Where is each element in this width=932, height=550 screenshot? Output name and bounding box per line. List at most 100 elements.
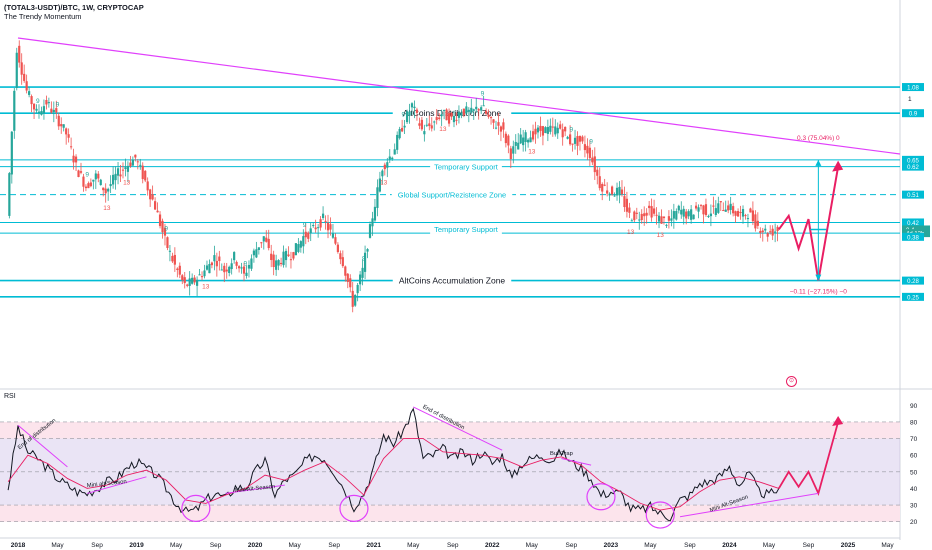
candle-body (388, 156, 391, 160)
candle-body (413, 106, 416, 109)
candle-body (139, 164, 142, 166)
candle-body (349, 278, 352, 288)
candle-body (618, 186, 621, 196)
candle-body (171, 255, 174, 262)
candle-body (724, 209, 727, 212)
price-axis-tag (902, 292, 924, 301)
sequence-count-label: 13 (657, 232, 665, 239)
candle-body (482, 105, 485, 107)
rsi-annotation: Mini alt-Season (87, 479, 127, 489)
candle-body (326, 222, 330, 231)
candle-body (541, 126, 545, 136)
time-axis-label: Sep (566, 542, 578, 549)
candle-body (771, 228, 774, 236)
rsi-low-circle (586, 483, 616, 511)
candle-body (531, 131, 535, 140)
time-axis-label: Sep (684, 542, 696, 549)
candle-body (455, 119, 458, 121)
measure-annotation: −0.11 (−27.15%) −0 (790, 289, 848, 296)
candle-body (163, 227, 167, 236)
candle-body (107, 188, 110, 192)
candle-body (420, 119, 423, 130)
chart-title: (TOTAL3-USDT)/BTC, 1W, CRYPTOCAP (4, 3, 144, 12)
price-axis-label: 0.25 (907, 295, 919, 301)
candle-body (665, 224, 668, 226)
candle-body (373, 206, 377, 221)
candle-body (613, 195, 616, 197)
candle-body (257, 247, 260, 250)
candle-body (200, 276, 204, 278)
candle-body (536, 127, 540, 133)
candle-body (363, 252, 367, 272)
candle-body (393, 149, 396, 155)
candle-body (447, 113, 451, 124)
candle-body (680, 209, 683, 215)
candle-body (549, 125, 552, 132)
candle-body (114, 173, 117, 181)
candle-body (321, 213, 325, 218)
time-axis-label: Sep (91, 542, 103, 549)
candle-body (712, 205, 715, 207)
zone-label-bg (392, 274, 512, 286)
candle-body (687, 211, 690, 217)
candle-body (475, 106, 478, 110)
rsi-projection-arrowhead (832, 415, 844, 426)
rsi-low-circle (645, 501, 675, 529)
candle-body (35, 108, 38, 111)
candle-body (183, 277, 186, 284)
candle-body (702, 205, 705, 215)
price-axis-label: 0.42 (907, 221, 919, 227)
candle-body (776, 226, 779, 232)
candle-body (699, 205, 703, 207)
zone-label-bg (392, 107, 512, 119)
candle-body (489, 117, 493, 119)
candle-body (279, 262, 283, 265)
candle-body (391, 157, 394, 160)
candle-body (341, 257, 344, 267)
candle-body (230, 263, 233, 270)
candle-body (512, 146, 515, 154)
candle-body (97, 173, 100, 179)
candle-body (245, 272, 248, 276)
candle-body (598, 176, 601, 189)
candle-body (87, 183, 90, 189)
candle-body (176, 268, 179, 270)
candle-body (472, 109, 475, 111)
price-axis-tag (902, 276, 924, 285)
sequence-count-label: 9 (85, 171, 89, 178)
candle-body (507, 135, 510, 146)
candle-body (529, 137, 532, 143)
rsi-annotation: Mini Alt-Season (235, 484, 276, 494)
candle-body (324, 220, 327, 222)
candle-body (433, 121, 436, 123)
candle-body (438, 117, 441, 119)
candle-body (60, 124, 63, 127)
zone-label: Temporary Support (434, 162, 499, 171)
candle-body (435, 117, 438, 121)
rsi-axis-label: 50 (910, 469, 918, 476)
candle-body (583, 144, 587, 151)
candle-body (667, 216, 671, 221)
candle-body (30, 96, 33, 105)
time-axis-label: Sep (210, 542, 222, 549)
candle-body (99, 179, 102, 186)
candle-body (134, 154, 137, 158)
candle-body (136, 161, 139, 163)
candle-body (10, 131, 13, 175)
indicator-name: The Trendy Momentum (4, 12, 82, 21)
candle-body (405, 111, 409, 123)
sequence-count-label: 9 (589, 138, 593, 145)
sequence-count-label: 9 (243, 261, 247, 268)
candle-body (544, 127, 547, 134)
candle-body (52, 109, 55, 113)
rsi-trendline (679, 492, 819, 518)
candle-body (719, 201, 722, 203)
candle-body (77, 170, 80, 177)
rsi-axis-label: 60 (910, 453, 918, 460)
candle-body (568, 134, 572, 145)
candle-body (452, 115, 456, 123)
price-axis-label: 0.51 (907, 193, 919, 199)
candle-body (42, 106, 46, 114)
candle-body (423, 131, 426, 135)
